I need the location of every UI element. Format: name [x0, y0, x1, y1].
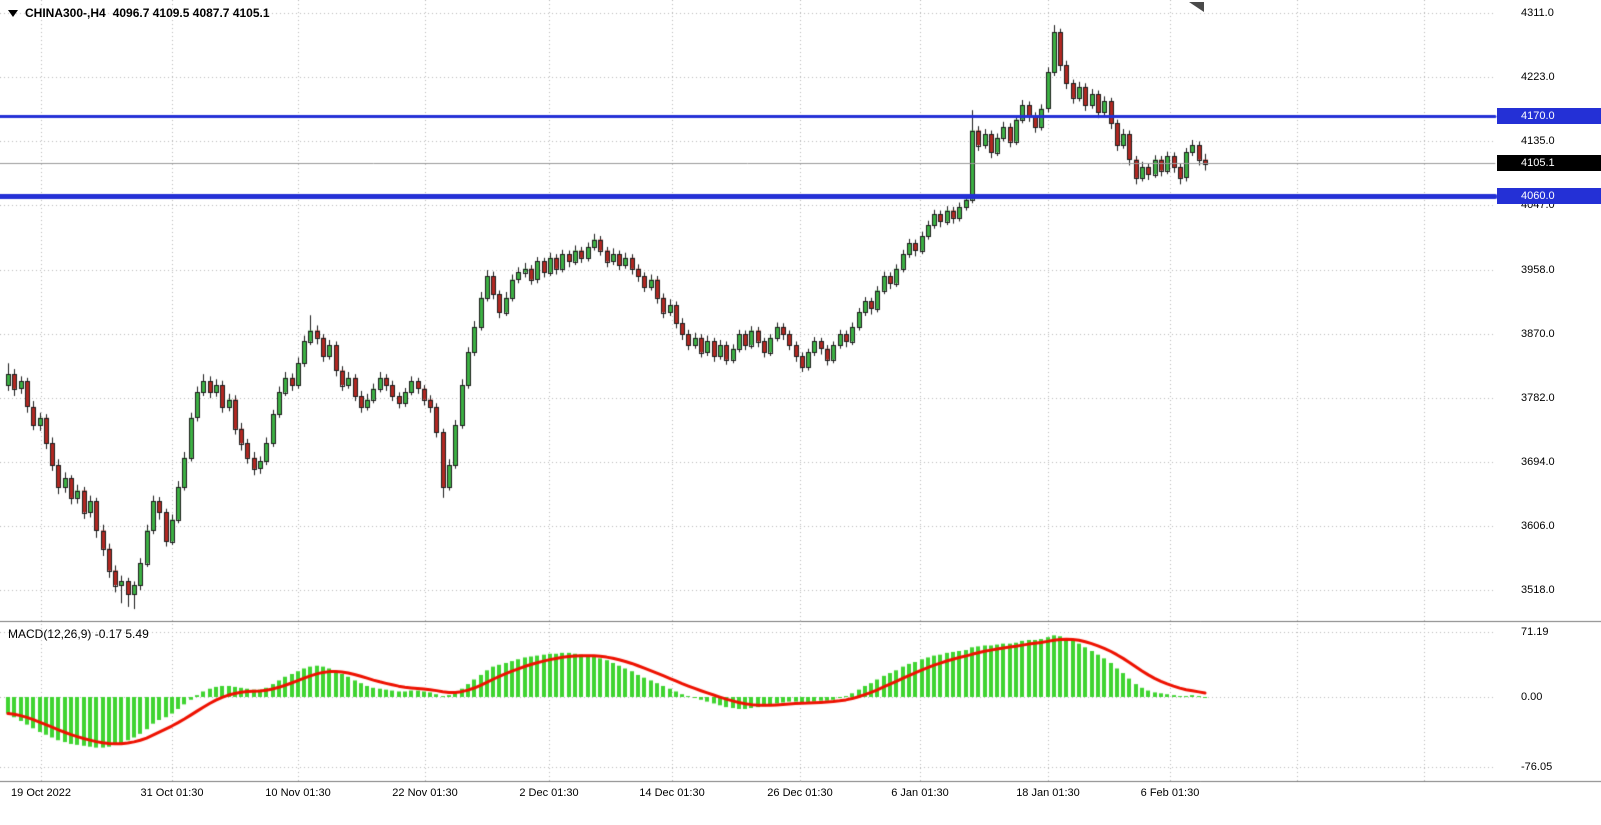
price-axis-label: 3694.0 [1521, 456, 1555, 469]
macd-indicator-label: MACD(12,26,9) -0.17 5.49 [8, 627, 149, 641]
price-axis-label: 3870.0 [1521, 328, 1555, 341]
resistance-level-value: 4170.0 [1521, 110, 1555, 122]
time-axis-label: 31 Oct 01:30 [140, 787, 204, 799]
chart-header: CHINA300-,H4 4096.7 4109.5 4087.7 4105.1 [8, 6, 270, 20]
ohlc-values-label: 4096.7 4109.5 4087.7 4105.1 [112, 6, 270, 20]
price-axis-label: 3782.0 [1521, 392, 1555, 405]
macd-scale-min-label: -76.05 [1521, 760, 1553, 773]
time-axis-label: 26 Dec 01:30 [767, 787, 833, 799]
time-axis-label: 6 Feb 01:30 [1140, 787, 1200, 799]
time-axis-label: 19 Oct 2022 [11, 787, 71, 799]
price-axis-label: 4311.0 [1521, 7, 1554, 20]
support-level-value: 4060.0 [1521, 189, 1555, 202]
price-axis-label: 3958.0 [1521, 264, 1555, 277]
current-price-value: 4105.1 [1521, 157, 1555, 170]
support-level-badge[interactable]: 4060.0 [1497, 187, 1601, 204]
symbol-dropdown-icon[interactable] [8, 9, 18, 17]
time-axis-label: 10 Nov 01:30 [265, 787, 331, 799]
macd-scale-zero-label: 0.00 [1521, 691, 1543, 703]
time-axis-label: 2 Dec 01:30 [519, 787, 579, 799]
time-axis-label: 6 Jan 01:30 [891, 787, 949, 799]
symbol-period-label: CHINA300-,H4 [25, 6, 106, 20]
price-axis-label: 4135.0 [1521, 135, 1555, 148]
resistance-level-badge[interactable]: 4170.0 [1497, 108, 1601, 124]
time-axis-label: 22 Nov 01:30 [392, 787, 458, 799]
time-axis-label: 18 Jan 01:30 [1016, 787, 1080, 799]
chart-shift-icon[interactable] [1189, 2, 1204, 12]
price-axis-label: 3606.0 [1521, 520, 1555, 533]
price-axis-label: 4223.0 [1521, 71, 1555, 84]
current-price-badge: 4105.1 [1497, 155, 1601, 172]
macd-scale-max-label: 71.19 [1521, 625, 1549, 638]
time-axis-label: 14 Dec 01:30 [639, 787, 705, 799]
price-axis-label: 3518.0 [1521, 584, 1555, 597]
